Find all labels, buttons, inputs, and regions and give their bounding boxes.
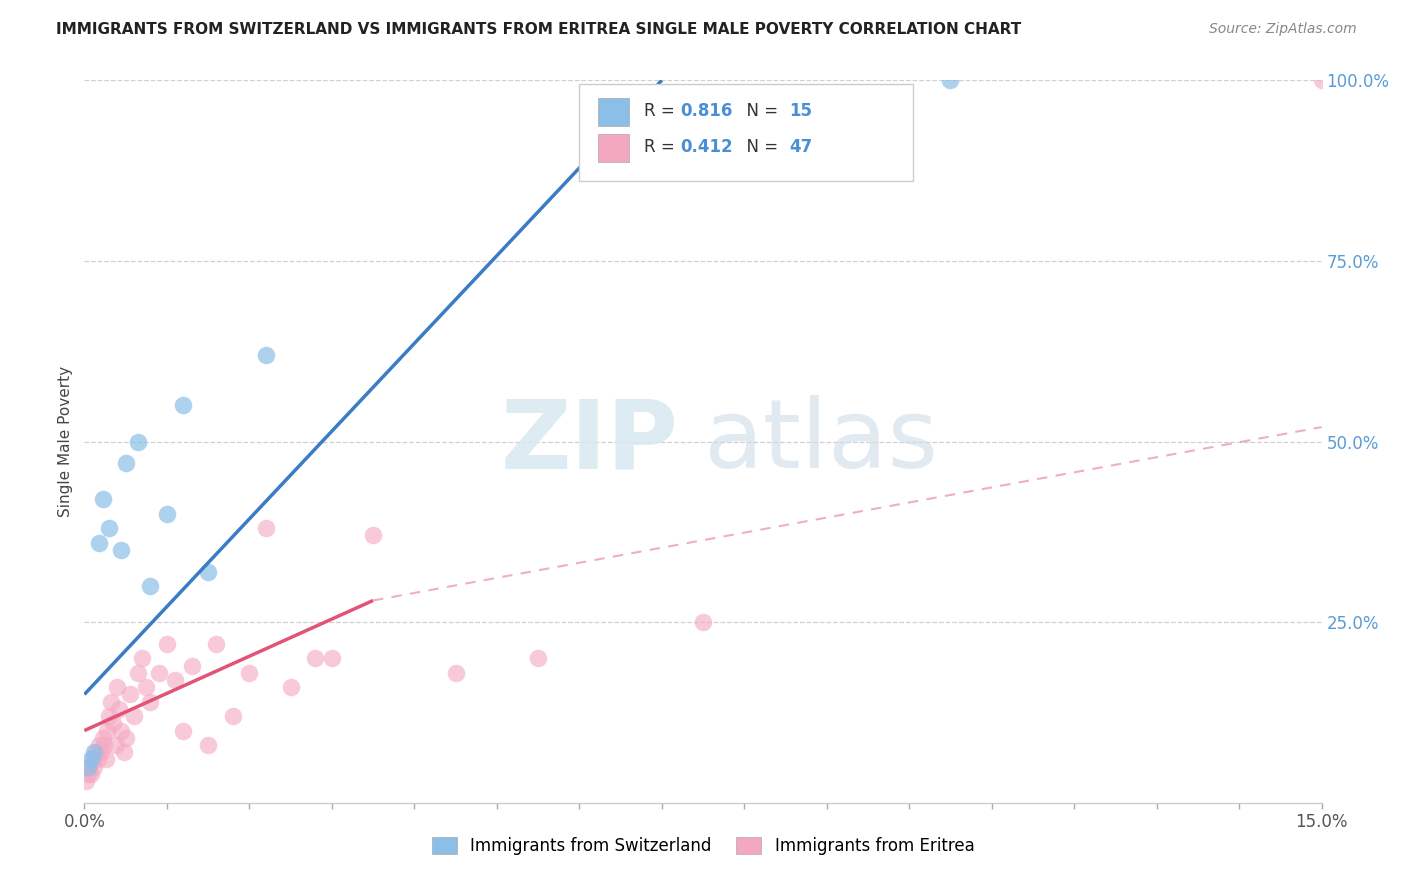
Point xyxy=(127,434,149,449)
Text: Source: ZipAtlas.com: Source: ZipAtlas.com xyxy=(1209,22,1357,37)
Text: 47: 47 xyxy=(790,138,813,156)
Text: 0.412: 0.412 xyxy=(681,138,734,156)
Point xyxy=(139,695,162,709)
Point xyxy=(165,673,187,687)
Point xyxy=(94,752,117,766)
Point xyxy=(304,651,326,665)
FancyBboxPatch shape xyxy=(579,84,914,181)
Point xyxy=(75,774,97,789)
Text: ZIP: ZIP xyxy=(501,395,678,488)
Point xyxy=(76,767,98,781)
FancyBboxPatch shape xyxy=(598,98,628,126)
Point xyxy=(110,542,132,557)
Point xyxy=(83,745,105,759)
Point xyxy=(108,702,131,716)
Point xyxy=(135,680,157,694)
Text: R =: R = xyxy=(644,138,679,156)
Point xyxy=(110,723,132,738)
Text: N =: N = xyxy=(737,138,783,156)
Point xyxy=(197,565,219,579)
Point xyxy=(79,760,101,774)
Point xyxy=(118,687,141,701)
Point xyxy=(692,615,714,630)
Point xyxy=(93,738,115,752)
Point xyxy=(156,637,179,651)
Point xyxy=(127,665,149,680)
Point xyxy=(180,658,202,673)
Point xyxy=(238,665,260,680)
Point xyxy=(104,738,127,752)
Point xyxy=(91,731,114,745)
Point xyxy=(100,695,122,709)
Point xyxy=(139,579,162,593)
Point xyxy=(77,760,100,774)
FancyBboxPatch shape xyxy=(598,135,628,162)
Point xyxy=(82,752,104,766)
Point xyxy=(131,651,153,665)
Point xyxy=(80,767,103,781)
Point xyxy=(148,665,170,680)
Point xyxy=(98,521,121,535)
Point xyxy=(105,680,128,694)
Point xyxy=(91,492,114,507)
Point xyxy=(939,73,962,87)
Point xyxy=(114,456,136,470)
Point xyxy=(86,752,108,766)
Text: R =: R = xyxy=(644,103,679,120)
Point xyxy=(222,709,245,723)
Point xyxy=(84,745,107,759)
Point xyxy=(112,745,135,759)
Text: 15: 15 xyxy=(790,103,813,120)
Point xyxy=(205,637,228,651)
Point xyxy=(444,665,467,680)
Point xyxy=(103,716,125,731)
Point xyxy=(156,507,179,521)
Point xyxy=(98,709,121,723)
Point xyxy=(1310,73,1333,87)
Point xyxy=(361,528,384,542)
Point xyxy=(254,348,277,362)
Point xyxy=(172,723,194,738)
Text: IMMIGRANTS FROM SWITZERLAND VS IMMIGRANTS FROM ERITREA SINGLE MALE POVERTY CORRE: IMMIGRANTS FROM SWITZERLAND VS IMMIGRANT… xyxy=(56,22,1022,37)
Point xyxy=(197,738,219,752)
Text: 0.816: 0.816 xyxy=(681,103,733,120)
Point xyxy=(89,535,111,549)
Point xyxy=(89,738,111,752)
Legend: Immigrants from Switzerland, Immigrants from Eritrea: Immigrants from Switzerland, Immigrants … xyxy=(423,829,983,863)
Point xyxy=(321,651,343,665)
Point xyxy=(114,731,136,745)
Text: atlas: atlas xyxy=(703,395,938,488)
Point xyxy=(122,709,145,723)
Y-axis label: Single Male Poverty: Single Male Poverty xyxy=(58,366,73,517)
Point xyxy=(254,521,277,535)
Point xyxy=(96,723,118,738)
Point xyxy=(83,760,105,774)
Point xyxy=(172,398,194,412)
Point xyxy=(280,680,302,694)
Text: N =: N = xyxy=(737,103,783,120)
Point xyxy=(90,745,112,759)
Point xyxy=(527,651,550,665)
Point xyxy=(80,752,103,766)
